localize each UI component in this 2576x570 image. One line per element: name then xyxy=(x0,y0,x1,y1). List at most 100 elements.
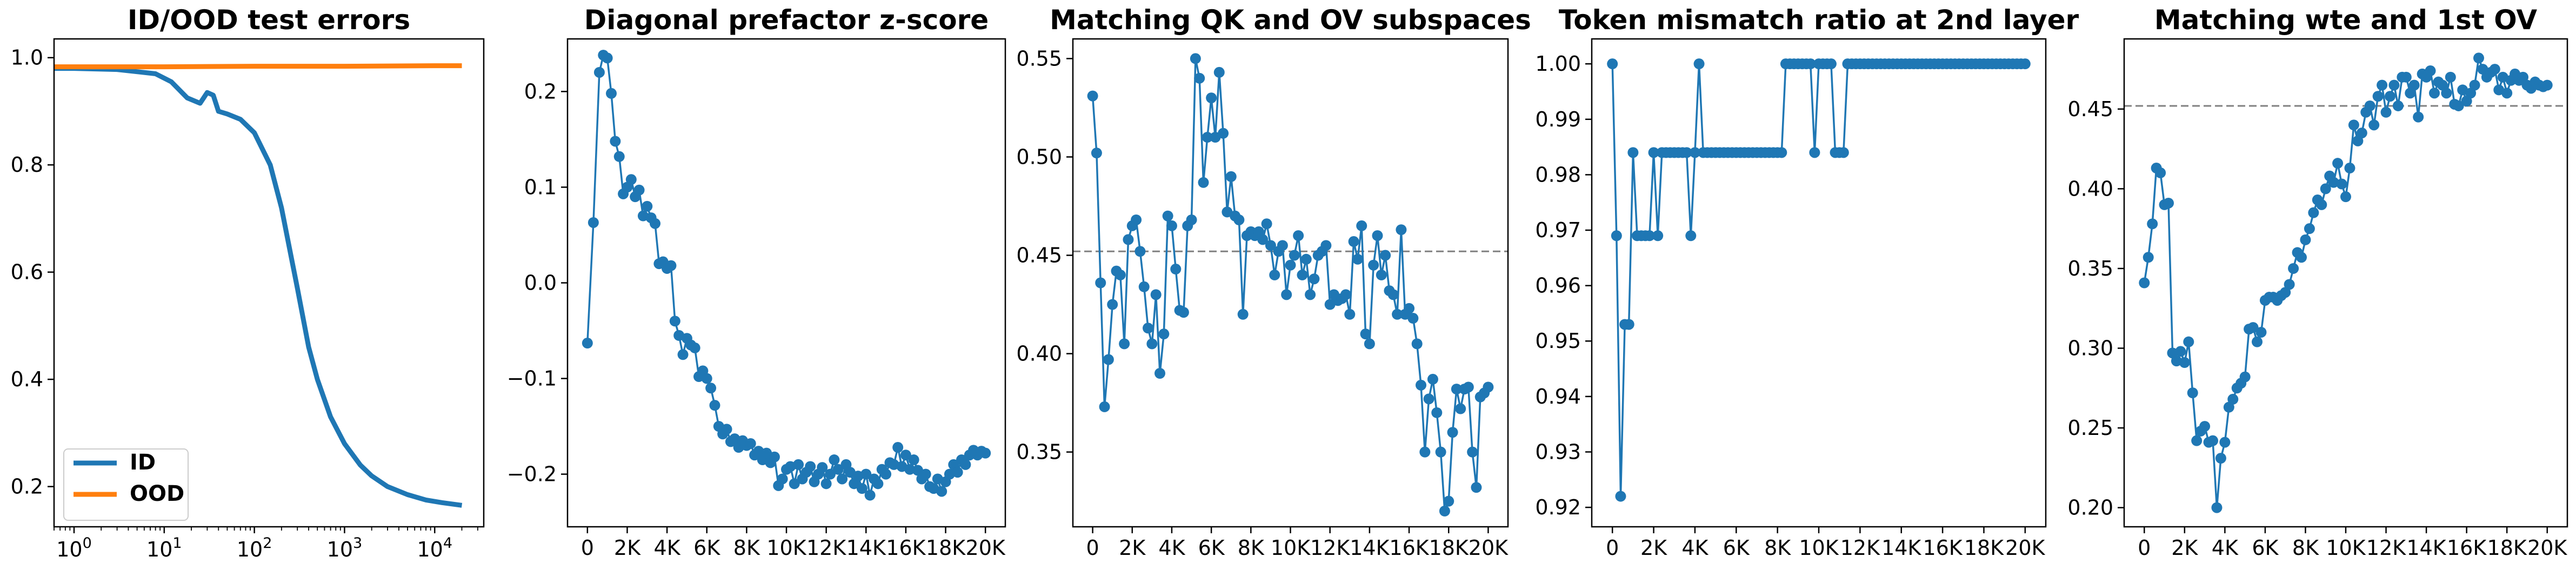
axes-frame xyxy=(2123,38,2568,528)
y-tick-label: 0.45 xyxy=(2067,97,2113,121)
data-point xyxy=(2280,287,2291,298)
tick-exponent: 4 xyxy=(443,535,452,552)
y-tick-label: 0.45 xyxy=(1016,244,1062,267)
data-point xyxy=(1091,147,1102,159)
y-tick-label: 0.50 xyxy=(1016,145,1062,169)
data-point xyxy=(2143,252,2154,263)
x-tick-label: 6K xyxy=(1723,536,1750,560)
x-tick-label: 4K xyxy=(1681,536,1709,560)
data-point xyxy=(1281,289,1292,300)
data-point xyxy=(1376,269,1387,280)
data-point xyxy=(900,450,911,461)
data-point xyxy=(2445,71,2456,83)
data-point xyxy=(1471,482,1482,493)
data-point xyxy=(825,468,836,480)
data-point xyxy=(860,468,872,480)
x-tick-label: 0 xyxy=(2138,536,2151,560)
y-tick-label: 0.35 xyxy=(1016,440,1062,464)
data-point xyxy=(2405,88,2416,99)
data-point xyxy=(2223,401,2234,413)
data-point xyxy=(721,424,732,435)
data-point xyxy=(1143,323,1154,334)
data-point xyxy=(892,442,904,453)
x-tick-label: 4K xyxy=(654,536,681,560)
data-point xyxy=(2388,79,2400,91)
x-tick-label: 104 xyxy=(417,535,452,561)
data-point xyxy=(2408,79,2420,91)
data-point xyxy=(1447,427,1458,438)
data-point xyxy=(2377,79,2388,91)
data-point xyxy=(1443,495,1454,507)
x-tick-label: 101 xyxy=(146,535,182,561)
data-point xyxy=(1237,309,1249,320)
x-tick-label: 4K xyxy=(1158,536,1185,560)
data-point xyxy=(880,468,892,480)
chart-title: Matching wte and 1st OV xyxy=(2154,4,2538,36)
y-tick-label: 0.94 xyxy=(1535,385,1581,408)
data-point xyxy=(2332,158,2344,169)
x-tick-label: 103 xyxy=(327,535,363,561)
y-tick-label: 0.93 xyxy=(1535,440,1581,464)
data-point xyxy=(2183,336,2194,347)
y-tick-label: 0.20 xyxy=(2067,496,2113,520)
x-tick-label: 0 xyxy=(1086,536,1099,560)
data-point xyxy=(1838,147,1849,158)
data-point xyxy=(1269,269,1280,280)
data-point xyxy=(1115,269,1126,280)
data-point xyxy=(1615,491,1626,502)
data-point xyxy=(1277,240,1288,251)
data-point xyxy=(2501,88,2513,99)
x-tick-label: 12K xyxy=(1310,536,1350,560)
y-tick-label: 0.2 xyxy=(11,475,43,499)
data-point xyxy=(642,200,653,212)
y-tick-label: 0.1 xyxy=(524,175,557,199)
data-point xyxy=(1652,230,1664,242)
data-point xyxy=(1305,289,1316,300)
x-tick-label: 10K xyxy=(766,536,806,560)
data-point xyxy=(1435,446,1446,458)
data-point xyxy=(1380,250,1391,261)
data-point xyxy=(2400,71,2412,83)
data-point xyxy=(1138,281,1150,292)
data-point xyxy=(2247,322,2259,333)
y-tick-label: 0.4 xyxy=(11,367,43,391)
data-point xyxy=(2364,100,2375,111)
data-point xyxy=(1265,240,1276,251)
legend-box xyxy=(63,448,189,521)
data-point xyxy=(2252,336,2263,347)
data-point xyxy=(2340,191,2351,203)
plot-area xyxy=(1607,58,2031,502)
data-point xyxy=(2191,435,2203,446)
data-point xyxy=(1289,250,1300,261)
data-point xyxy=(1776,147,1787,158)
tick-base: 10 xyxy=(146,538,172,561)
x-tick-label: 102 xyxy=(237,535,272,561)
data-point xyxy=(1419,446,1431,458)
data-point xyxy=(2344,163,2355,174)
data-point xyxy=(1134,246,1146,257)
chart-title: Token mismatch ratio at 2nd layer xyxy=(1559,4,2079,36)
data-point xyxy=(1099,401,1110,412)
data-point xyxy=(2461,96,2472,107)
data-point xyxy=(2255,326,2267,338)
x-tick-label: 18K xyxy=(1429,536,1469,560)
y-tick-label: 0.40 xyxy=(2067,177,2113,200)
data-point xyxy=(633,184,645,196)
data-point xyxy=(936,486,947,497)
data-point xyxy=(1261,218,1272,230)
tick-exponent: 0 xyxy=(83,535,92,552)
data-point xyxy=(1427,373,1438,385)
series-line-ood xyxy=(54,63,462,70)
data-point xyxy=(1805,58,1816,70)
data-point xyxy=(908,454,919,466)
series-line-id xyxy=(54,66,463,508)
data-point xyxy=(1206,92,1217,104)
axes-frame xyxy=(1072,38,1509,528)
data-point xyxy=(665,260,677,271)
data-point xyxy=(2441,88,2452,99)
data-point xyxy=(2179,357,2190,368)
y-tick-label: 1.00 xyxy=(1535,52,1581,76)
x-tick-label: 20K xyxy=(2527,536,2567,560)
y-tick-label: 1.0 xyxy=(11,46,43,70)
